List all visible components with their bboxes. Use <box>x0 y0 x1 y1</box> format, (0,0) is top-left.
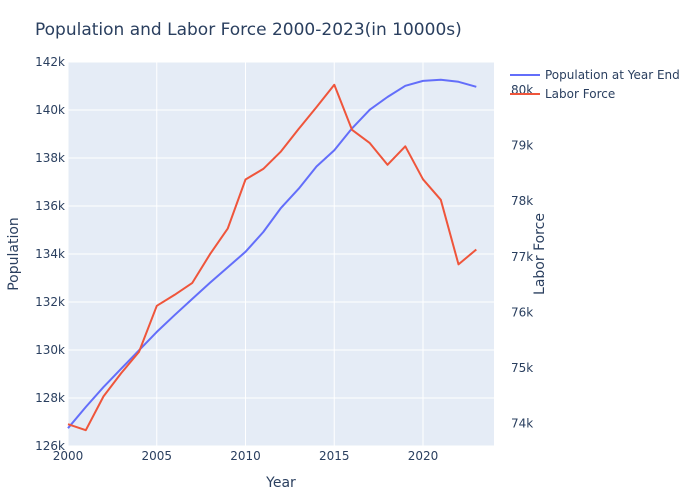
y2-tick-label: 77k <box>511 250 533 264</box>
x-axis-ticks: 2000 2005 2010 2015 2020 <box>53 449 439 463</box>
x-axis-title: Year <box>265 475 296 491</box>
x-tick-label: 2000 <box>53 449 84 463</box>
x-tick-label: 2020 <box>408 449 439 463</box>
x-tick-label: 2010 <box>230 449 261 463</box>
y2-axis-title: Labor Force <box>532 213 548 295</box>
series-line-labor-force <box>67 83 477 432</box>
y-tick-label: 134k <box>35 247 65 261</box>
legend-label-population: Population at Year End <box>545 68 680 82</box>
y-axis-ticks: 126k 128k 130k 132k 134k 136k 138k 140k 142k <box>35 55 65 453</box>
y-axis-title: Population <box>6 217 22 291</box>
y2-tick-label: 79k <box>511 138 533 152</box>
y2-tick-label: 78k <box>511 194 533 208</box>
y-tick-label: 140k <box>35 103 65 117</box>
y2-tick-label: 75k <box>511 361 533 375</box>
series-lines <box>67 78 477 432</box>
y-tick-label: 126k <box>35 439 65 453</box>
y-tick-label: 128k <box>35 391 65 405</box>
y-tick-label: 142k <box>35 55 65 69</box>
x-tick-label: 2005 <box>141 449 172 463</box>
legend: Population at Year End Labor Force <box>510 68 680 101</box>
y-tick-label: 130k <box>35 343 65 357</box>
y-tick-label: 136k <box>35 199 65 213</box>
series-line-population <box>67 78 477 429</box>
y-tick-label: 132k <box>35 295 65 309</box>
x-tick-label: 2015 <box>319 449 350 463</box>
y2-tick-label: 74k <box>511 417 533 431</box>
chart-title: Population and Labor Force 2000-2023(in … <box>35 20 462 40</box>
y2-tick-label: 76k <box>511 305 533 319</box>
y-tick-label: 138k <box>35 151 65 165</box>
legend-label-labor-force: Labor Force <box>545 87 615 101</box>
